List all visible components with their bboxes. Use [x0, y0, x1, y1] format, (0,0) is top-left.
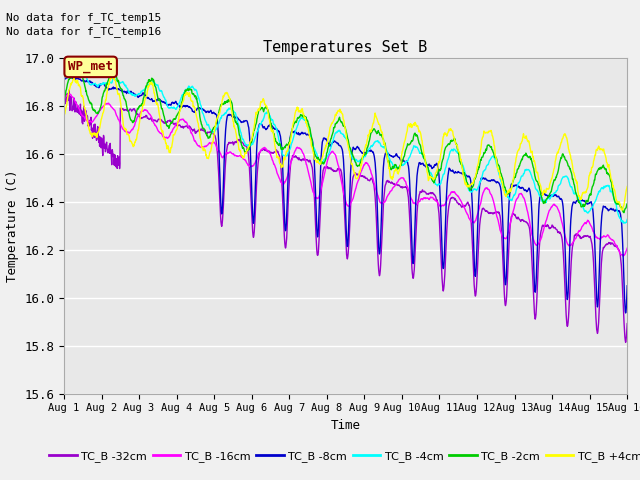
- TC_B -2cm: [73, 62, 81, 68]
- TC_B +4cm: [60, 113, 68, 119]
- TC_B -4cm: [186, 84, 193, 90]
- TC_B -32cm: [249, 228, 257, 234]
- TC_B +4cm: [249, 131, 257, 137]
- TC_B -2cm: [249, 133, 257, 139]
- Text: WP_met: WP_met: [68, 60, 113, 73]
- TC_B +4cm: [172, 128, 180, 133]
- TC_B -4cm: [620, 220, 627, 226]
- TC_B -4cm: [507, 196, 515, 202]
- TC_B -2cm: [433, 172, 441, 178]
- TC_B -4cm: [77, 71, 84, 77]
- TC_B +4cm: [186, 92, 193, 98]
- TC_B -8cm: [60, 75, 68, 81]
- TC_B -8cm: [507, 183, 515, 189]
- TC_B -16cm: [172, 121, 180, 127]
- TC_B -16cm: [249, 163, 257, 169]
- Line: TC_B -2cm: TC_B -2cm: [64, 65, 627, 213]
- TC_B -8cm: [249, 212, 257, 217]
- Legend: TC_B -32cm, TC_B -16cm, TC_B -8cm, TC_B -4cm, TC_B -2cm, TC_B +4cm: TC_B -32cm, TC_B -16cm, TC_B -8cm, TC_B …: [45, 446, 640, 466]
- Line: TC_B -16cm: TC_B -16cm: [64, 94, 627, 256]
- Y-axis label: Temperature (C): Temperature (C): [6, 169, 19, 282]
- TC_B +4cm: [557, 142, 564, 147]
- TC_B -16cm: [557, 215, 564, 220]
- TC_B -8cm: [622, 310, 630, 316]
- TC_B -4cm: [249, 142, 257, 147]
- TC_B -2cm: [623, 201, 631, 206]
- Line: TC_B +4cm: TC_B +4cm: [64, 78, 627, 210]
- TC_B -16cm: [433, 199, 441, 205]
- TC_B -8cm: [623, 283, 631, 288]
- Title: Temperatures Set B: Temperatures Set B: [264, 40, 428, 55]
- TC_B -32cm: [557, 231, 564, 237]
- TC_B -32cm: [186, 124, 193, 130]
- Line: TC_B -8cm: TC_B -8cm: [64, 76, 627, 313]
- TC_B -4cm: [623, 216, 631, 222]
- TC_B -2cm: [172, 115, 180, 121]
- TC_B -2cm: [186, 87, 193, 93]
- TC_B -32cm: [172, 122, 180, 128]
- TC_B -2cm: [507, 186, 515, 192]
- TC_B -32cm: [433, 198, 441, 204]
- TC_B -2cm: [60, 98, 68, 104]
- TC_B -8cm: [66, 73, 74, 79]
- TC_B -2cm: [557, 156, 564, 162]
- Line: TC_B -32cm: TC_B -32cm: [64, 90, 627, 342]
- Text: No data for f_TC_temp15: No data for f_TC_temp15: [6, 12, 162, 23]
- Line: TC_B -4cm: TC_B -4cm: [64, 74, 627, 223]
- TC_B -16cm: [620, 253, 627, 259]
- TC_B -4cm: [433, 183, 441, 189]
- TC_B -8cm: [186, 104, 193, 109]
- TC_B -2cm: [620, 210, 627, 216]
- TC_B -16cm: [186, 125, 193, 131]
- TC_B +4cm: [623, 184, 631, 190]
- TC_B +4cm: [507, 188, 515, 193]
- TC_B +4cm: [107, 75, 115, 81]
- TC_B -16cm: [66, 91, 74, 97]
- TC_B -16cm: [60, 96, 68, 102]
- TC_B -32cm: [623, 321, 631, 326]
- TC_B -8cm: [557, 195, 564, 201]
- TC_B -8cm: [172, 98, 180, 104]
- TC_B -32cm: [622, 339, 630, 345]
- TC_B -32cm: [65, 87, 73, 93]
- TC_B -8cm: [433, 163, 441, 168]
- TC_B +4cm: [619, 207, 627, 213]
- TC_B -4cm: [172, 106, 180, 111]
- TC_B -32cm: [60, 89, 68, 95]
- TC_B -16cm: [623, 245, 631, 251]
- TC_B -16cm: [507, 218, 515, 224]
- TC_B -32cm: [507, 216, 515, 222]
- Text: No data for f_TC_temp16: No data for f_TC_temp16: [6, 26, 162, 37]
- TC_B -4cm: [557, 180, 564, 186]
- X-axis label: Time: Time: [331, 419, 360, 432]
- TC_B -4cm: [60, 72, 68, 78]
- TC_B +4cm: [433, 166, 441, 172]
